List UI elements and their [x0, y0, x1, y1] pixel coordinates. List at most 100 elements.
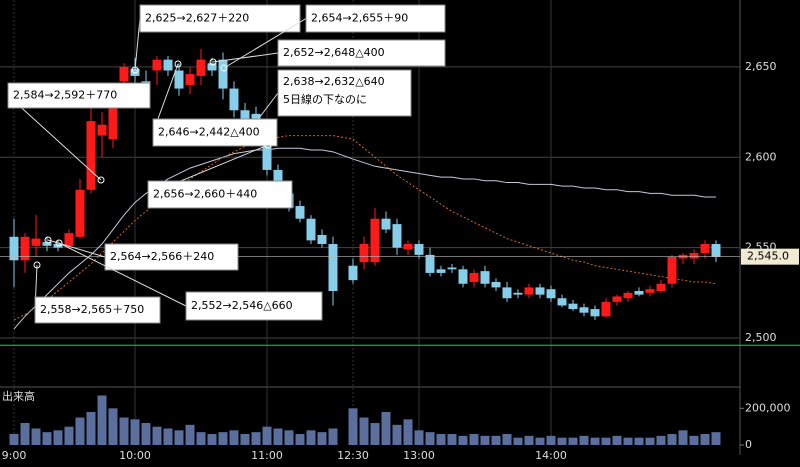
- volume-bar: [392, 424, 402, 445]
- candle-body: [262, 140, 272, 170]
- candle-body: [535, 287, 545, 295]
- volume-bar: [359, 417, 369, 445]
- annotation-point: [131, 66, 139, 74]
- volume-bar: [130, 419, 140, 445]
- candle-body: [174, 70, 184, 89]
- candle-body: [403, 244, 413, 250]
- volume-bar: [75, 417, 85, 445]
- candle-body: [97, 124, 107, 136]
- volume-bar: [590, 437, 600, 445]
- volume-tick-label: 0: [745, 438, 752, 451]
- candle-body: [656, 283, 666, 292]
- candle-body: [42, 242, 52, 246]
- annotation-text: 2,646→2,442△400: [158, 126, 260, 139]
- volume-tick-label: 200,000: [745, 401, 791, 414]
- annotation-box: [277, 69, 412, 117]
- x-tick-label: 11:00: [251, 449, 283, 462]
- annotation: 2,564→2,566＋240: [44, 236, 239, 271]
- annotation-leader: [223, 18, 307, 69]
- volume-bar: [196, 432, 206, 445]
- volume-bar: [656, 435, 666, 445]
- candle-body: [229, 88, 239, 111]
- volume-bar: [491, 435, 501, 445]
- last-price-tag: [741, 248, 799, 265]
- annotation-leader: [58, 242, 187, 307]
- volume-bar: [328, 428, 338, 445]
- volume-bar: [711, 432, 721, 445]
- annotation-point: [264, 141, 272, 149]
- candle-body: [491, 281, 501, 288]
- candle-body: [425, 254, 435, 273]
- candle-body: [130, 68, 140, 76]
- volume-bar: [240, 434, 250, 445]
- x-tick-label: 9:00: [2, 449, 27, 462]
- x-tick-label: 14:00: [535, 449, 567, 462]
- annotation: 2,638→2,632△640 5日線の下なのに: [252, 69, 412, 126]
- candle-body: [381, 218, 391, 230]
- candle-body: [370, 218, 380, 263]
- volume-bar: [273, 428, 283, 445]
- annotation-point: [220, 64, 228, 72]
- annotation-box: [152, 118, 278, 147]
- volume-bar: [645, 437, 655, 445]
- candle-body: [75, 189, 85, 237]
- annotation: 2,625→2,627＋220: [131, 4, 301, 74]
- volume-bar: [262, 426, 272, 445]
- annotation: 2,656→2,660＋440: [147, 141, 293, 209]
- volume-bar: [678, 430, 688, 445]
- annotation: 2,654→2,655＋90: [220, 4, 446, 72]
- volume-bar: [42, 432, 52, 445]
- candle-body: [579, 307, 589, 313]
- candle-body: [700, 244, 710, 254]
- volume-bar: [348, 408, 358, 445]
- candle-body: [163, 59, 173, 71]
- annotation-text: 2,638→2,632△640: [283, 75, 385, 88]
- candle-body: [524, 287, 534, 295]
- volume-bar: [64, 426, 74, 445]
- candle-body: [546, 289, 556, 299]
- candle-body: [240, 110, 250, 122]
- candle-body: [689, 253, 699, 259]
- candle-body: [458, 269, 468, 284]
- annotation-point: [174, 60, 182, 68]
- candle-body: [108, 99, 118, 140]
- annotation-text: 2,558→2,565＋750: [40, 303, 144, 316]
- volume-bar: [447, 434, 457, 445]
- volume-bar: [218, 432, 228, 445]
- candle-body: [623, 292, 633, 299]
- volume-bar: [108, 408, 118, 445]
- volume-bar: [601, 437, 611, 445]
- annotation-leader: [47, 239, 106, 258]
- annotation-leader: [134, 18, 141, 71]
- volume-bar: [524, 435, 534, 445]
- y-tick-label: 2,500: [745, 331, 777, 344]
- candle-body: [9, 236, 19, 261]
- volume-bar: [623, 437, 633, 445]
- annotation-text: 2,656→2,660＋440: [153, 188, 257, 201]
- candle-body: [436, 269, 446, 273]
- volume-bar: [535, 437, 545, 445]
- candle-body: [20, 236, 30, 261]
- candle-body: [359, 244, 369, 263]
- x-tick-label: 10:00: [119, 449, 151, 462]
- annotation: 2,552→2,546△660: [55, 239, 323, 321]
- volume-bar: [403, 419, 413, 445]
- candle-body: [295, 206, 305, 219]
- volume-bar: [97, 395, 107, 445]
- candle-body: [513, 292, 523, 295]
- annotation-text: 2,552→2,546△660: [191, 299, 293, 312]
- volume-bar: [480, 435, 490, 445]
- y-tick-label: 2,600: [745, 150, 777, 163]
- x-tick-label: 12:30: [337, 449, 369, 462]
- candle-body: [557, 298, 567, 306]
- candle-body: [601, 301, 611, 317]
- volume-bar: [306, 430, 316, 445]
- volume-bar: [295, 434, 305, 445]
- annotation-text: 2,654→2,655＋90: [311, 12, 408, 25]
- volume-bar: [86, 412, 96, 445]
- candle-body: [568, 303, 578, 310]
- annotation-box: [104, 243, 239, 271]
- annotation-text: 2,625→2,627＋220: [145, 12, 249, 25]
- candle-body: [64, 233, 74, 246]
- volume-bar: [458, 435, 468, 445]
